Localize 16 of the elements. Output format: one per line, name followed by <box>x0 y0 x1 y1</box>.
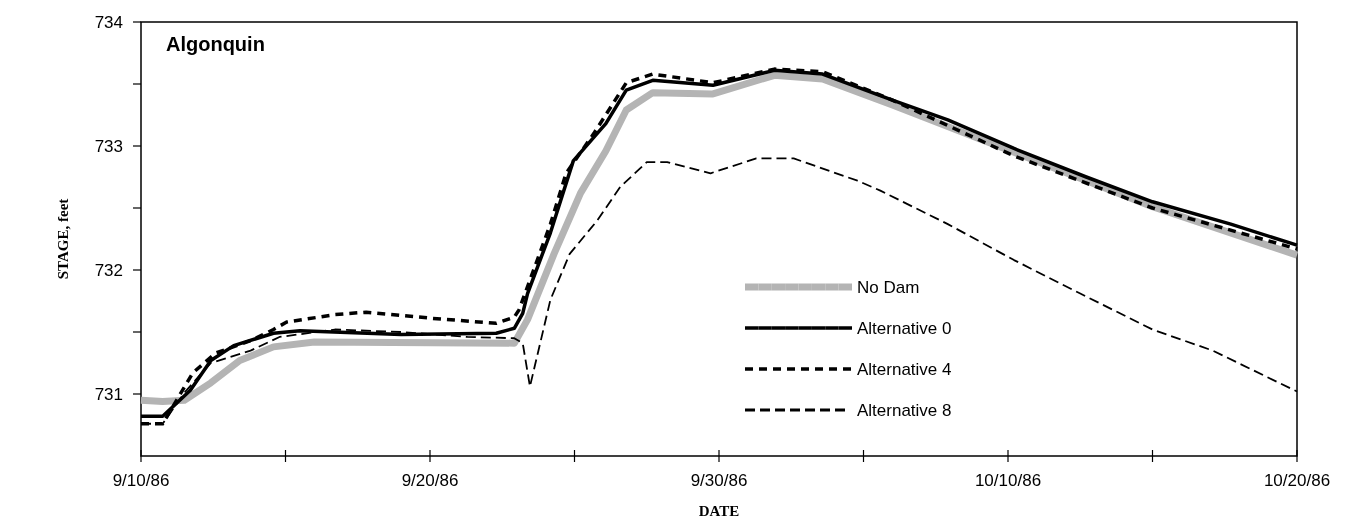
legend-label: Alternative 0 <box>857 318 952 338</box>
x-tick-label: 9/10/86 <box>112 471 170 490</box>
x-tick-label: 9/20/86 <box>401 471 459 490</box>
text: Algonquin <box>166 33 265 55</box>
legend-label: Alternative 8 <box>857 400 952 420</box>
y-tick-label: 733 <box>94 136 123 156</box>
legend-label: Alternative 4 <box>857 359 952 379</box>
y-tick-label: 734 <box>94 12 123 32</box>
y-tick-label: 731 <box>94 384 123 404</box>
x-axis-title: DATE <box>698 503 740 519</box>
x-tick-label: 10/20/86 <box>1263 471 1331 490</box>
legend-label: No Dam <box>857 277 920 297</box>
x-tick-label: 10/10/86 <box>974 471 1042 490</box>
y-tick-label: 732 <box>94 260 123 280</box>
y-axis-title: STAGE, feet <box>55 198 71 280</box>
x-tick-label: 9/30/86 <box>690 471 748 490</box>
